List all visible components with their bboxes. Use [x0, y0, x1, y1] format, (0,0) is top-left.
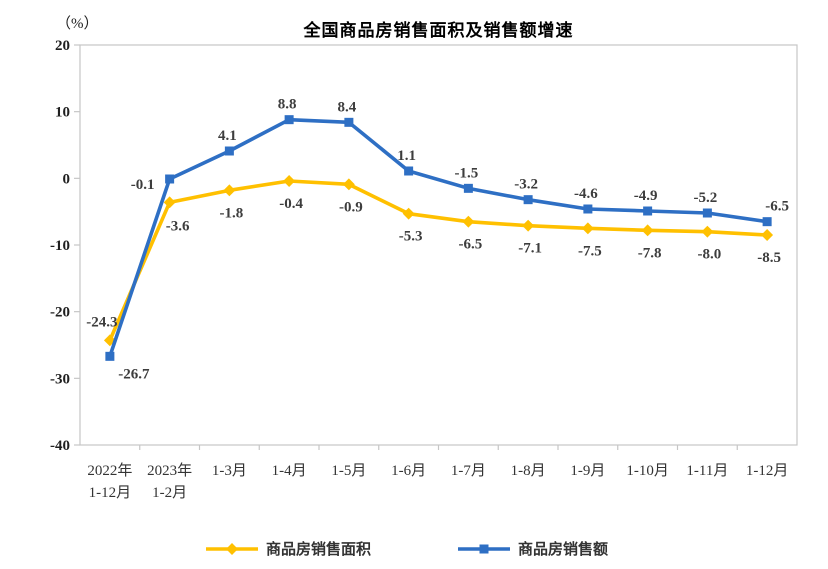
- x-axis-category-label: 1-8月: [511, 463, 546, 479]
- square-marker: [284, 115, 294, 125]
- square-marker: [762, 217, 772, 227]
- data-label: -24.3: [86, 314, 117, 330]
- diamond-marker: [223, 184, 236, 197]
- y-axis-tick-label: 20: [55, 38, 70, 54]
- diamond-marker: [342, 178, 355, 191]
- data-label: -1.5: [455, 165, 479, 181]
- data-label: -8.0: [698, 247, 722, 263]
- data-label: -3.2: [514, 177, 538, 193]
- square-marker: [463, 183, 473, 193]
- y-axis-tick-label: -30: [50, 371, 70, 387]
- data-label: 4.1: [218, 128, 237, 144]
- data-label: -4.6: [574, 186, 598, 202]
- legend-label: 商品房销售面积: [266, 540, 371, 558]
- x-axis-category-label: 1-12月: [89, 485, 132, 501]
- data-label: -26.7: [118, 366, 150, 382]
- square-marker: [165, 174, 175, 184]
- data-label: -0.9: [339, 199, 363, 215]
- diamond-marker: [462, 215, 475, 228]
- data-label: 8.4: [338, 99, 357, 115]
- data-label: -6.5: [459, 237, 483, 253]
- data-label: -3.6: [166, 218, 190, 234]
- legend-label: 商品房销售额: [518, 540, 608, 558]
- x-axis-category-label: 1-4月: [272, 463, 307, 479]
- x-axis-category-label: 2022年: [87, 462, 132, 479]
- y-axis-tick-label: -10: [50, 238, 70, 254]
- legend-diamond-marker: [226, 543, 238, 555]
- data-label: 1.1: [397, 148, 416, 164]
- plot-border: [79, 44, 798, 446]
- x-axis-category-label: 1-6月: [391, 463, 426, 479]
- data-label: -7.1: [518, 241, 542, 257]
- diamond-marker: [163, 196, 176, 209]
- square-marker: [523, 195, 533, 205]
- square-marker: [702, 208, 712, 218]
- data-label: -4.9: [634, 188, 658, 204]
- x-axis-category-label: 1-3月: [212, 463, 247, 479]
- x-axis-category-label: 1-7月: [451, 463, 486, 479]
- data-label: -0.4: [279, 196, 303, 212]
- square-marker: [105, 351, 115, 361]
- x-axis-category-label: 1-5月: [331, 463, 366, 479]
- square-marker: [643, 206, 653, 216]
- square-marker: [344, 117, 354, 127]
- series-line-1: [108, 117, 769, 359]
- y-axis-tick-label: -40: [50, 438, 70, 454]
- diamond-marker: [522, 219, 535, 232]
- y-axis-tick-label: -20: [50, 305, 70, 321]
- diamond-marker: [761, 229, 774, 241]
- x-axis-category-label: 1-2月: [152, 485, 187, 501]
- x-axis-category-label: 1-10月: [626, 463, 669, 479]
- diamond-marker: [283, 175, 296, 187]
- y-axis-tick-label: 0: [63, 171, 71, 187]
- diamond-marker: [402, 207, 415, 220]
- data-label: -0.1: [131, 177, 155, 193]
- x-axis-category-label: 1-11月: [686, 463, 728, 479]
- x-axis-category-label: 1-9月: [570, 463, 605, 479]
- square-marker: [404, 166, 414, 176]
- x-axis-category-label: 2023年: [147, 462, 192, 479]
- series-line-0: [108, 179, 769, 343]
- data-label: -5.3: [399, 229, 423, 245]
- legend-square-marker: [479, 544, 489, 554]
- data-label: 8.8: [278, 97, 297, 113]
- data-label: -6.5: [765, 199, 789, 215]
- square-marker: [583, 204, 593, 214]
- diamond-marker: [641, 224, 654, 237]
- data-label: -7.8: [638, 245, 662, 261]
- y-axis-tick-label: 10: [55, 105, 70, 121]
- data-label: -7.5: [578, 243, 602, 259]
- y-axis-unit-label: （%）: [56, 16, 99, 32]
- data-label: -8.5: [757, 250, 781, 266]
- x-axis-category-label: 1-12月: [746, 463, 789, 479]
- legend-item-0: 商品房销售面积: [206, 540, 371, 558]
- diamond-marker: [701, 225, 714, 238]
- diamond-marker: [581, 222, 594, 235]
- data-label: -5.2: [694, 190, 718, 206]
- legend-item-1: 商品房销售额: [458, 540, 608, 558]
- square-marker: [224, 146, 234, 156]
- chart-title: 全国商品房销售面积及销售额增速: [303, 21, 574, 40]
- data-label: -1.8: [220, 205, 244, 221]
